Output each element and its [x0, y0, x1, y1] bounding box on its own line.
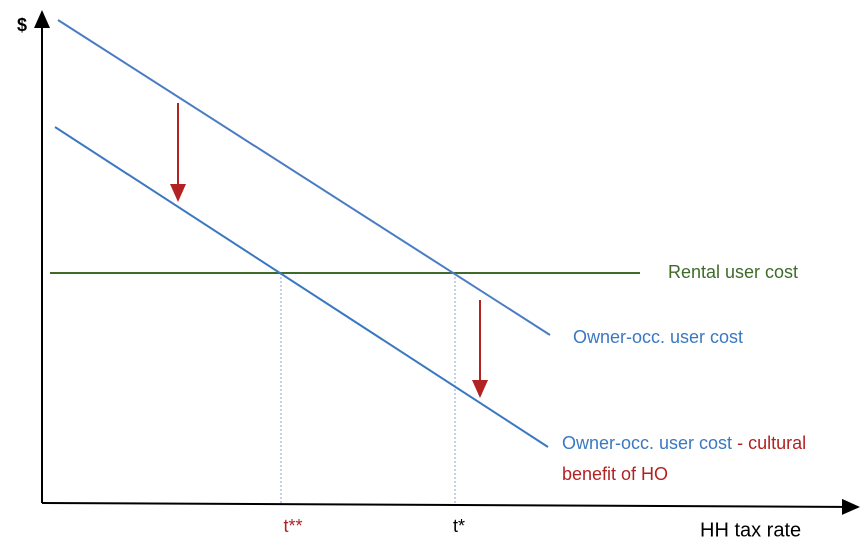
- t-star: t*: [453, 516, 465, 536]
- x-axis-label: HH tax rate: [700, 519, 801, 541]
- owner-cultural-label: benefit of HO: [562, 464, 668, 484]
- owner-line: [57, 19, 551, 336]
- x-axis: [41, 498, 860, 515]
- owner-cultural-line: [54, 126, 549, 448]
- label-part: - cultural: [737, 433, 806, 453]
- y-axis-label: $: [17, 15, 27, 35]
- t-double-star: t**: [283, 516, 302, 536]
- owner-cultural-label: Owner-occ. user cost - cultural: [562, 433, 806, 453]
- rental-label: Rental user cost: [668, 262, 798, 282]
- owner-label: Owner-occ. user cost: [573, 327, 743, 347]
- label-part: Owner-occ. user cost: [562, 433, 732, 453]
